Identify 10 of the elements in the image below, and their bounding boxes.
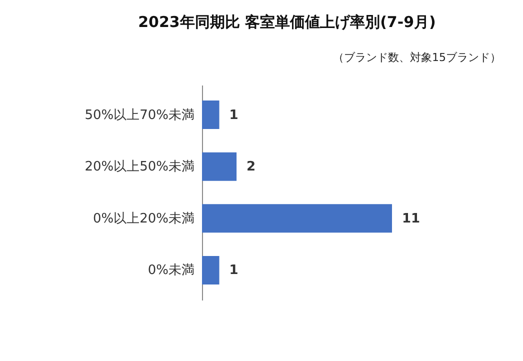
y-tick-label: 20%以上50%未満 bbox=[84, 160, 194, 175]
y-tick-label: 50%以上70%未満 bbox=[84, 108, 194, 123]
y-tick-label: 0%以上20%未満 bbox=[92, 211, 194, 226]
data-label: 11 bbox=[402, 211, 420, 226]
y-tick-label: 0%未満 bbox=[148, 263, 194, 278]
text: （ブランド数、対象15ブランド） bbox=[333, 50, 501, 65]
data-label: 1 bbox=[229, 263, 238, 278]
data-label: 2 bbox=[246, 160, 256, 175]
data-label: 1 bbox=[229, 108, 238, 123]
chart-title: 2023年同期比 客室単価値上げ率別(7-9月) bbox=[138, 13, 436, 31]
